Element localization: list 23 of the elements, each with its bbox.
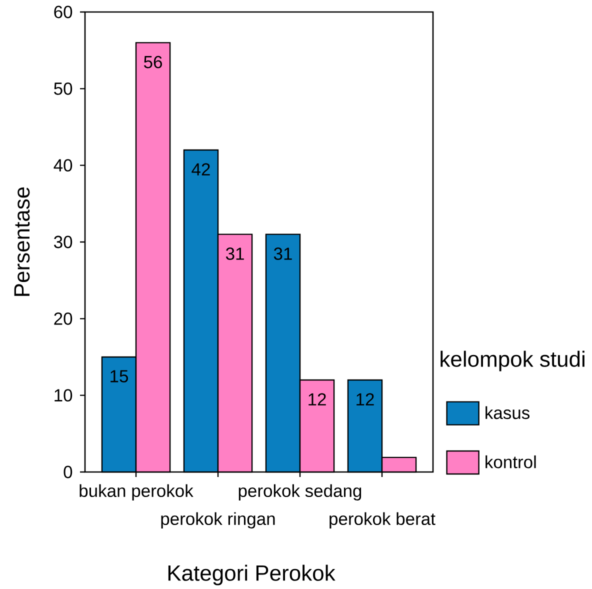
legend-label: kasus	[486, 406, 530, 420]
y-tick-label: 10	[54, 389, 72, 402]
x-axis-title: Kategori Perokok	[168, 564, 336, 586]
legend-label: kontrol	[486, 455, 536, 468]
y-tick-label: 20	[54, 312, 72, 325]
x-tick-label: perokok ringan	[161, 512, 275, 529]
data-label: 12	[308, 393, 326, 406]
y-tick-label: 50	[54, 82, 72, 95]
data-label: 31	[226, 248, 244, 260]
x-tick-label: perokok berat	[330, 512, 436, 529]
y-tick-label: 30	[54, 236, 72, 248]
x-tick-label: bukan perokok	[80, 484, 194, 501]
y-tick-label: 60	[54, 6, 72, 18]
data-label: 31	[274, 248, 292, 260]
legend-title: kelompok studi	[440, 350, 584, 372]
y-tick-label: 40	[54, 159, 72, 172]
y-axis-title: Persentase	[14, 187, 30, 296]
data-label: 42	[192, 163, 210, 176]
x-tick-label: perokok sedang	[238, 484, 362, 501]
data-label: 15	[110, 370, 128, 382]
y-tick-label: 0	[64, 466, 72, 478]
data-label: 56	[144, 56, 162, 68]
data-label: 12	[356, 393, 374, 406]
